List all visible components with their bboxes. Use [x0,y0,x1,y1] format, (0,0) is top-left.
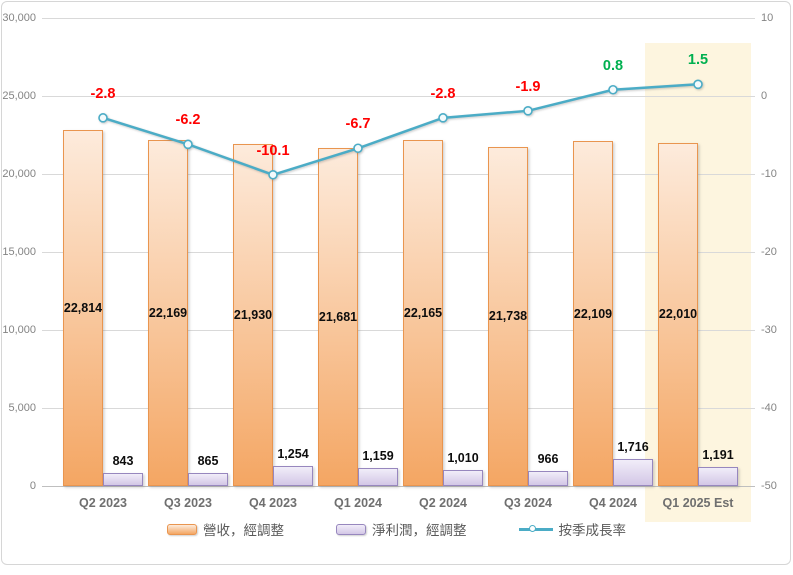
x-axis-category-label: Q4 2024 [589,496,637,510]
net-profit-value-label: 966 [537,451,559,466]
x-axis-category-label: Q2 2024 [419,496,467,510]
gridline[interactable] [42,18,755,19]
growth-line-chart[interactable] [42,18,755,486]
line-stroke-icon [518,528,553,531]
net-profit-value-label: 843 [112,453,134,468]
net-profit-bar[interactable] [528,470,568,486]
y-axis-left-tick-label: 20,000 [2,168,36,180]
legend-item-growth-rate[interactable]: 按季成長率 [518,519,627,539]
y-axis-left-tick-label: 0 [29,480,36,492]
legend-label-net-profit: 淨利潤，經調整 [372,523,467,538]
net-profit-swatch-icon [336,523,366,535]
growth-rate-label: 0.8 [602,57,624,74]
revenue-value-label: 22,169 [148,306,188,321]
revenue-value-label: 22,109 [573,306,613,321]
line-marker-icon [528,525,536,532]
growth-line-marker[interactable] [353,143,363,154]
net-profit-value-label: 1,254 [277,447,309,462]
revenue-value-label: 21,681 [318,309,358,324]
legend-item-revenue[interactable]: 營收，經調整 [167,519,284,539]
net-profit-bar[interactable] [698,467,738,486]
y-axis-left-tick-label: 30,000 [2,12,36,24]
revenue-value-label: 21,738 [488,309,528,324]
revenue-bar[interactable] [658,142,698,486]
y-axis-left-tick-label: 15,000 [2,246,36,258]
growth-rate-label: -1.9 [515,78,541,95]
growth-rate-label: -2.8 [90,85,116,102]
net-profit-value-label: 865 [197,453,219,468]
growth-line-swatch-icon [518,523,553,535]
x-axis-category-label: Q1 2025 Est [662,496,734,510]
x-axis-category-label: Q3 2023 [164,496,212,510]
net-profit-bar[interactable] [443,470,483,486]
revenue-swatch-icon [167,523,197,535]
growth-line-marker[interactable] [523,106,533,116]
growth-line-marker[interactable] [438,113,448,123]
y-axis-right-tick-label: -50 [761,480,777,492]
net-profit-value-label: 1,191 [702,448,734,463]
y-axis-left-tick-label: 25,000 [2,90,36,102]
growth-line-marker[interactable] [268,169,278,180]
net-profit-value-label: 1,010 [447,451,479,466]
growth-rate-label: 1.5 [687,52,709,69]
y-axis-right-tick-label: -30 [761,324,777,336]
legend: 營收，經調整 淨利潤，經調整 按季成長率 [0,519,793,539]
revenue-value-label: 22,165 [403,306,443,321]
gridline[interactable] [42,96,755,97]
x-axis-category-label: Q3 2024 [504,496,552,510]
revenue-value-label: 22,010 [658,307,698,322]
y-axis-right-tick-label: 0 [761,90,768,102]
gridlines-layer [42,18,755,487]
y-axis-left-tick-label: 5,000 [8,402,36,414]
legend-label-revenue: 營收，經調整 [203,523,284,538]
net-profit-bar[interactable] [358,467,398,486]
growth-line[interactable] [102,83,699,177]
y-axis-right-tick-label: -20 [761,246,777,258]
gridline[interactable] [42,486,755,487]
gridline[interactable] [42,174,755,175]
growth-rate-label: -10.1 [256,142,290,159]
bars-layer [42,18,755,486]
legend-item-net-profit[interactable]: 淨利潤，經調整 [336,519,467,539]
plot-area: 22,814 843 -2.8 22,169 865 -6.2 21,930 1,254 -10… [42,18,755,487]
net-profit-value-label: 1,716 [617,440,649,455]
growth-line-marker[interactable] [183,139,193,150]
net-profit-value-label: 1,159 [362,448,394,463]
growth-line-marker[interactable] [608,84,618,95]
revenue-bar[interactable] [318,147,358,486]
revenue-bar[interactable] [233,143,273,486]
x-axis-category-label: Q4 2023 [249,496,297,510]
gridline[interactable] [42,330,755,331]
growth-rate-label: -6.2 [175,112,201,129]
x-axis-category-label: Q1 2024 [334,496,382,510]
revenue-bar[interactable] [573,141,613,486]
revenue-bar[interactable] [63,130,103,486]
net-profit-bar[interactable] [613,459,653,486]
revenue-bar[interactable] [148,140,188,486]
y-axis-right-tick-label: 10 [761,12,774,24]
data-labels-layer: 22,814 843 -2.8 22,169 865 -6.2 21,930 1,254 -10… [42,18,755,486]
growth-line-marker[interactable] [98,113,108,123]
gridline[interactable] [42,252,755,253]
gridline[interactable] [42,408,755,409]
revenue-bar[interactable] [403,140,443,486]
net-profit-bar[interactable] [188,472,228,486]
revenue-bar[interactable] [488,146,528,486]
growth-line-marker[interactable] [693,79,703,90]
net-profit-bar[interactable] [273,466,313,486]
growth-rate-label: -2.8 [430,85,456,102]
revenue-value-label: 21,930 [233,307,273,322]
net-profit-bar[interactable] [103,472,143,486]
revenue-value-label: 22,814 [63,301,103,316]
y-axis-right-tick-label: -40 [761,402,777,414]
growth-rate-label: -6.7 [345,116,371,133]
legend-label-growth-rate: 按季成長率 [558,523,627,538]
y-axis-left-tick-label: 10,000 [2,324,36,336]
y-axis-right-tick-label: -10 [761,168,777,180]
x-axis-category-label: Q2 2023 [79,496,127,510]
